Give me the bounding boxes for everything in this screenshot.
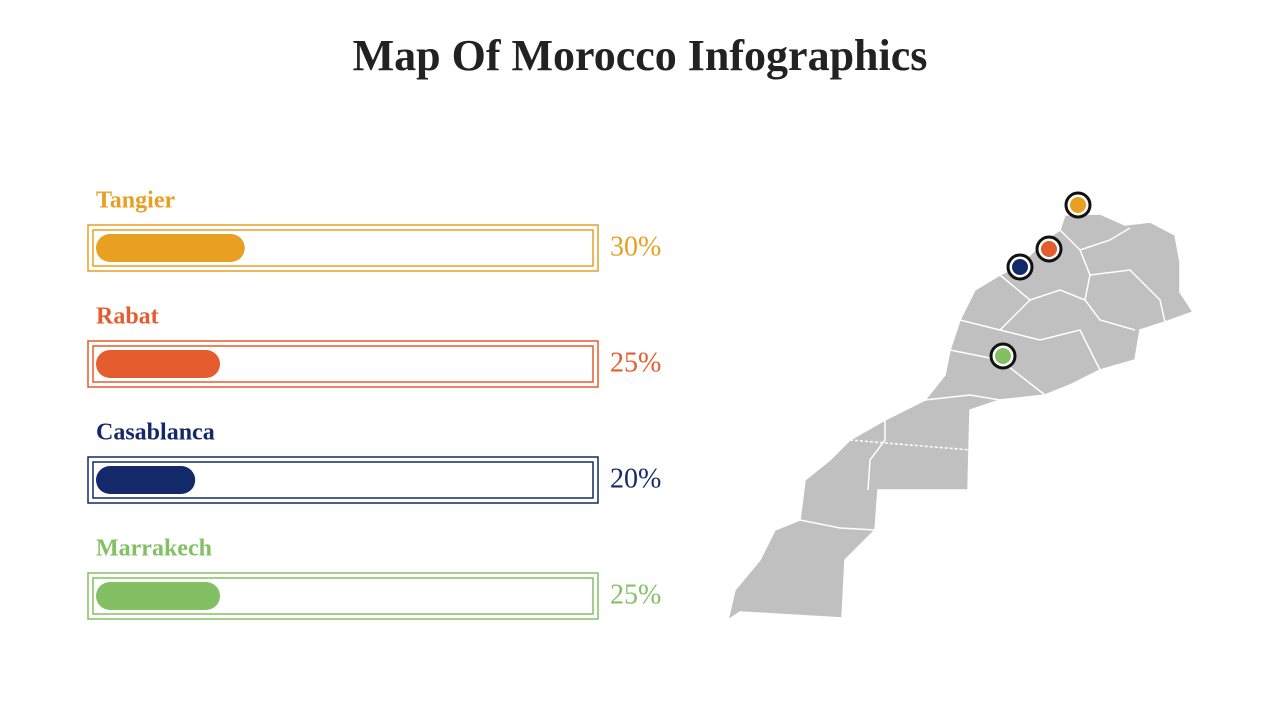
bar-frame-inner — [92, 577, 594, 615]
value-label: 30% — [610, 231, 661, 262]
title: Map Of Morocco Infographics — [353, 31, 928, 80]
value-label: 20% — [610, 463, 661, 494]
value-label: 25% — [610, 347, 661, 378]
map-pin-dot — [1070, 197, 1086, 213]
bar-frame-outer — [87, 456, 599, 504]
category-label: Tangier — [96, 188, 175, 214]
bar-frame-outer — [87, 224, 599, 272]
bar-frame-inner — [92, 461, 594, 499]
map-pin-dot — [1041, 241, 1057, 257]
bar-frame-outer — [87, 340, 599, 388]
value-label: 25% — [610, 579, 661, 610]
category-label: Rabat — [96, 304, 159, 330]
map-pin-dot — [995, 348, 1011, 364]
category-label: Casablanca — [96, 420, 215, 446]
morocco-map — [726, 213, 1195, 622]
category-label: Marrakech — [96, 536, 212, 562]
bar — [96, 466, 196, 494]
bar — [96, 582, 220, 610]
bar — [96, 234, 245, 262]
bar-frame-inner — [92, 345, 594, 383]
map-shape — [726, 213, 1195, 622]
bar — [96, 350, 220, 378]
region-borders — [799, 227, 1166, 531]
map-pin-dot — [1012, 259, 1028, 275]
bar-frame-inner — [92, 229, 594, 267]
bar-frame-outer — [87, 572, 599, 620]
